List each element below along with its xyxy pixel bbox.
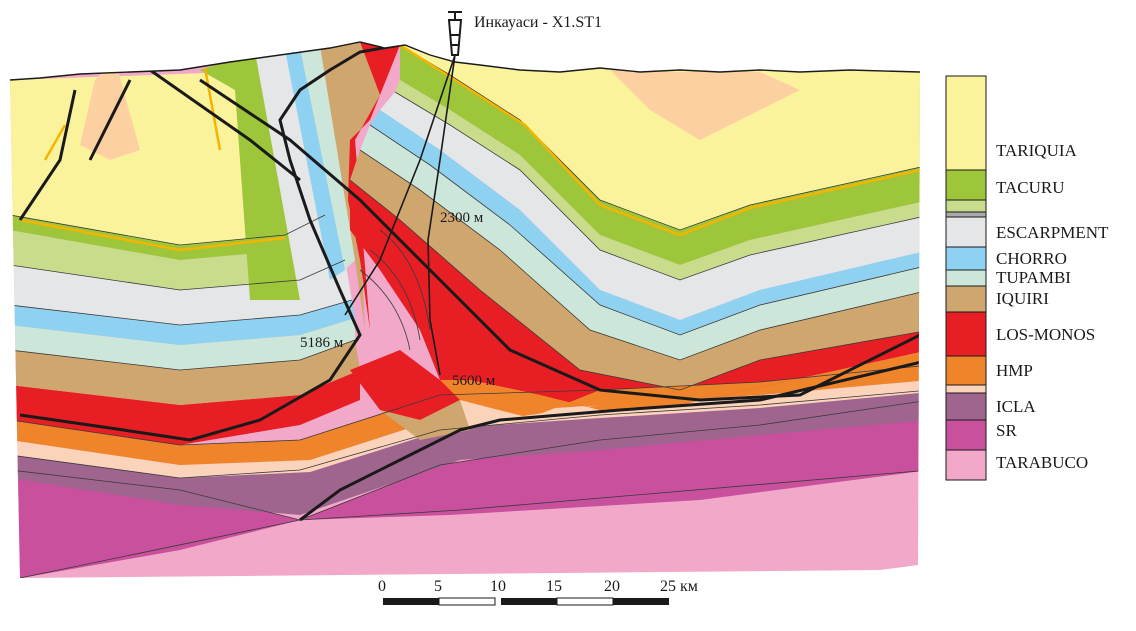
legend-swatches <box>945 75 987 481</box>
legend-label-escarpment: ESCARPMENT <box>996 223 1109 242</box>
legend-swatch-hmp <box>945 355 987 386</box>
scale-tick-15: 15 <box>546 578 562 595</box>
scale-tick-10: 10 <box>490 578 506 595</box>
legend-swatch-iquiri <box>945 285 987 313</box>
derrick-icon <box>447 11 463 56</box>
legend-swatch-sr <box>945 419 987 451</box>
legend-swatch-tupambi <box>945 269 987 287</box>
legend-swatch-tarabuco <box>945 449 987 481</box>
scale-segment-5 <box>613 598 669 605</box>
scale-segment-1 <box>383 598 439 605</box>
depth-label-5186: 5186 м <box>300 335 344 351</box>
legend-label-tupambi: TUPAMBI <box>996 268 1071 287</box>
topographic-surface <box>9 41 921 81</box>
legend-label-tarabuco: TARABUCO <box>996 453 1088 472</box>
well-name: Инкауаси - X1.ST1 <box>474 14 602 31</box>
scale-segment-2 <box>438 597 496 606</box>
legend-label-hmp: HMP <box>996 361 1033 380</box>
well-trajectory <box>344 54 456 376</box>
legend-labels: TARIQUIA TACURU ESCARPMENT CHORRO TUPAMB… <box>996 141 1109 472</box>
legend-label-iquiri: IQUIRI <box>996 289 1049 308</box>
legend-swatch-icla <box>945 392 987 421</box>
legend-label-tariquia: TARIQUIA <box>996 141 1078 160</box>
scale-tick-20: 20 <box>604 578 620 595</box>
scale-tick-25-km: 25 км <box>660 578 698 595</box>
scale-bar: 0 5 10 15 20 25 км <box>378 578 698 606</box>
legend-swatch-tacuru <box>945 169 987 201</box>
legend-label-chorro: CHORRO <box>996 249 1067 268</box>
scale-tick-0: 0 <box>378 578 386 595</box>
legend-label-los-monos: LOS-MONOS <box>996 325 1095 344</box>
legend-label-icla: ICLA <box>996 397 1036 416</box>
legend: TARIQUIA TACURU ESCARPMENT CHORRO TUPAMB… <box>945 75 1109 481</box>
section-body <box>10 42 920 578</box>
legend-label-sr: SR <box>996 421 1017 440</box>
depth-label-5600: 5600 м <box>452 373 496 389</box>
legend-swatch-los-monos <box>945 311 987 357</box>
legend-swatch-band-2 <box>945 199 987 213</box>
marker-horizons <box>19 43 920 252</box>
legend-swatch-chorro <box>945 246 987 271</box>
legend-swatch-band-10 <box>945 384 987 394</box>
legend-swatch-band-3 <box>945 211 987 218</box>
legend-swatch-tariquia <box>945 75 987 171</box>
legend-label-tacuru: TACURU <box>996 178 1065 197</box>
scale-segment-4 <box>556 597 614 606</box>
formation-boundaries <box>10 44 920 578</box>
scale-tick-5: 5 <box>434 578 442 595</box>
scale-segment-3 <box>501 598 557 605</box>
faults <box>18 43 920 522</box>
depth-label-2300: 2300 м <box>440 210 484 226</box>
legend-swatch-escarpment <box>945 216 987 248</box>
